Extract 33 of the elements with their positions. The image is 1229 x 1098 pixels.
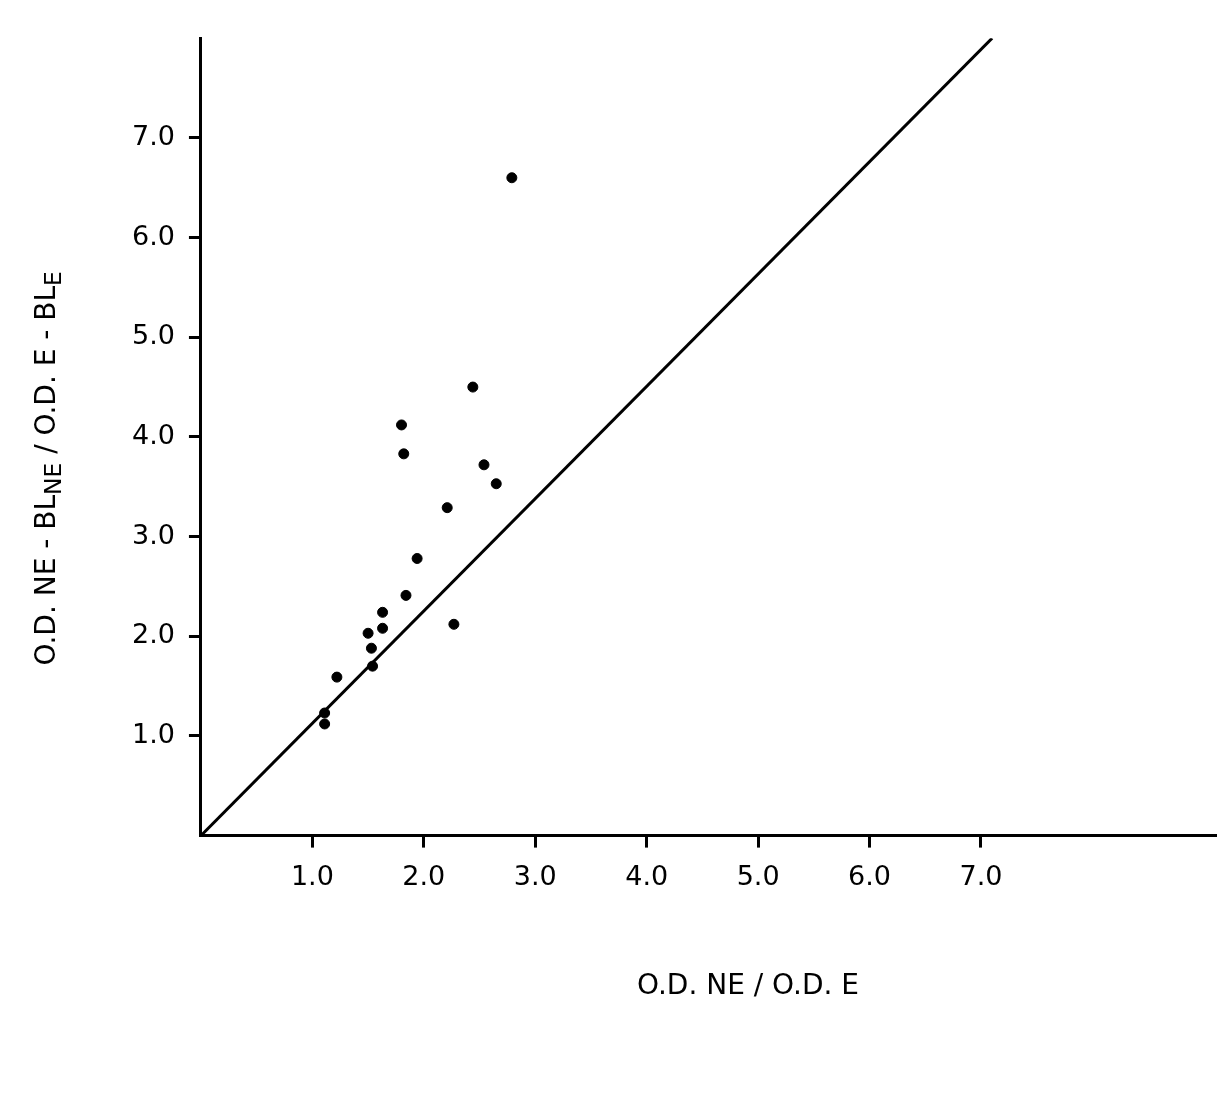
point	[448, 618, 460, 630]
point	[331, 671, 343, 683]
point	[377, 622, 389, 634]
point	[365, 642, 377, 654]
y-tick-label: 7.0	[131, 119, 175, 151]
y-tick-label: 3.0	[131, 518, 175, 550]
x-tick-label: 6.0	[848, 859, 892, 891]
point	[362, 627, 374, 639]
y-tick-label: 6.0	[131, 219, 175, 251]
point	[319, 718, 331, 730]
point	[398, 448, 410, 460]
x-tick-label: 5.0	[736, 859, 780, 891]
point	[411, 553, 423, 564]
point	[478, 459, 490, 471]
point	[490, 478, 502, 490]
point	[377, 606, 389, 618]
y-tick-label: 2.0	[131, 618, 175, 650]
x-tick-label: 4.0	[625, 859, 669, 891]
point	[400, 589, 412, 601]
x-tick-label: 3.0	[513, 859, 557, 891]
point	[467, 381, 479, 393]
point	[441, 502, 453, 514]
x-tick-label: 7.0	[959, 859, 1003, 891]
point	[396, 419, 408, 431]
y-tick-label: 5.0	[131, 319, 175, 351]
y-tick-label: 1.0	[131, 717, 175, 749]
point	[367, 660, 379, 672]
y-tick-label: 4.0	[131, 418, 175, 450]
x-axis-title: O.D. NE / O.D. E	[637, 968, 859, 1001]
point	[319, 707, 331, 719]
point	[506, 172, 518, 184]
x-tick-label: 2.0	[402, 859, 446, 891]
x-tick-label: 1.0	[290, 859, 334, 891]
